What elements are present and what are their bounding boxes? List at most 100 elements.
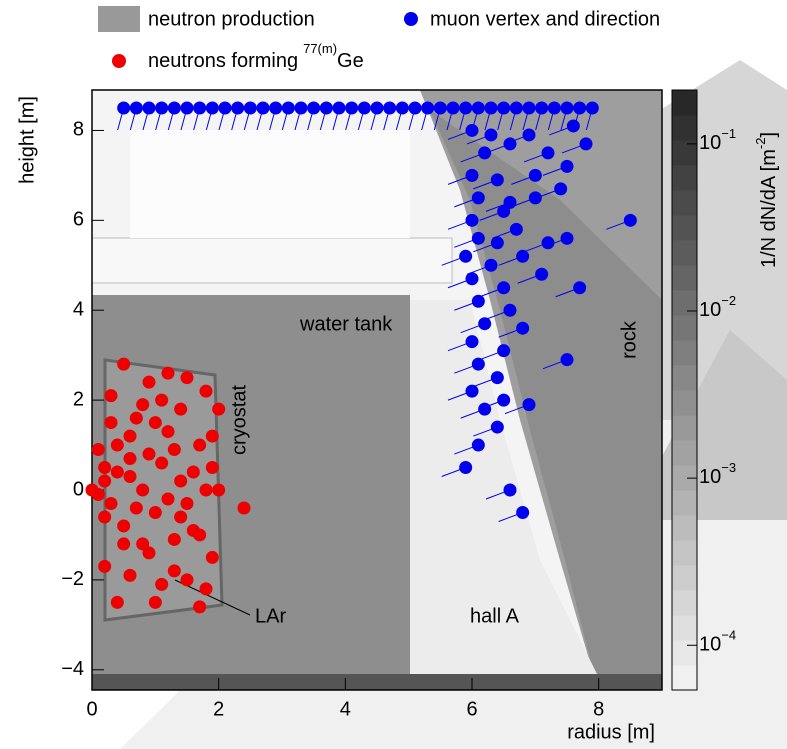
tick-base: 10 (699, 132, 721, 154)
muon-point (332, 101, 346, 115)
muon-point (566, 119, 580, 133)
muon-point (503, 483, 517, 497)
tick-base: 10 (699, 299, 721, 321)
label-part: neutrons forming (148, 50, 298, 72)
x-tick-label: 6 (466, 698, 477, 720)
colorbar-tick-label: 10−1 (699, 126, 736, 154)
y-tick-label: 0 (73, 478, 84, 500)
muon-point (465, 123, 479, 137)
muon-point (503, 137, 517, 151)
annotation: cryostat (228, 385, 250, 455)
muon-point (281, 101, 295, 115)
muon-point (560, 101, 574, 115)
muon-point (522, 101, 536, 115)
y-tick-label: 2 (73, 388, 84, 410)
muon-point (490, 371, 504, 385)
muon-point (497, 393, 511, 407)
colorbar: 10−110−210−310−4 (671, 89, 736, 691)
tick-exp: −2 (721, 293, 736, 308)
x-tick-label: 4 (340, 698, 351, 720)
neutron-point (98, 559, 112, 573)
muon-point (465, 168, 479, 182)
plot-frame (91, 89, 663, 691)
colorbar-band (672, 165, 697, 191)
neutron-point (123, 429, 137, 443)
muon-point (421, 101, 435, 115)
muon-point (516, 321, 530, 335)
colorbar-band (672, 365, 697, 391)
muon-point (459, 461, 473, 475)
colorbar-band (672, 290, 697, 316)
muon-point (117, 101, 131, 115)
muon-point (471, 231, 485, 245)
muon-point (585, 101, 599, 115)
muon-point (471, 294, 485, 308)
neutron-point (161, 492, 175, 506)
neutron-point (123, 452, 137, 466)
muon-point (205, 101, 219, 115)
colorbar-frame (671, 89, 698, 691)
annotation: hall A (470, 605, 520, 627)
neutron-point (142, 447, 156, 461)
neutron-point (193, 600, 207, 614)
muon-point (484, 258, 498, 272)
tick-base: 10 (699, 466, 721, 488)
muon-point (503, 303, 517, 317)
muon-point (243, 101, 257, 115)
neutron-point (161, 366, 175, 380)
muon-point (193, 101, 207, 115)
neutron-point (136, 398, 150, 412)
muon-point (269, 101, 283, 115)
muon-point (256, 101, 270, 115)
neutron-point (174, 402, 188, 416)
muon-point (459, 101, 473, 115)
colorbar-band (672, 440, 697, 466)
colorbar-tick-label: 10−3 (699, 461, 736, 489)
neutron-point (123, 568, 137, 582)
heatmap-regions (91, 90, 662, 690)
muon-point (465, 213, 479, 227)
tick-base: 10 (699, 634, 721, 656)
neutron-point (180, 371, 194, 385)
x-tick-label: 0 (86, 698, 97, 720)
colorbar-tick-label: 10−4 (699, 628, 736, 656)
legend: neutron production muon vertex and direc… (98, 6, 660, 72)
colorbar-band (672, 640, 697, 666)
annotation: rock (618, 320, 640, 359)
neutron-point (104, 389, 118, 403)
neutron-point (91, 487, 105, 501)
muon-point (547, 101, 561, 115)
muon-point (516, 505, 530, 519)
neutron-point (117, 357, 131, 371)
muon-point (560, 159, 574, 173)
colorbar-band (672, 190, 697, 216)
muon-point (490, 420, 504, 434)
legend-swatch (98, 6, 140, 32)
neutron-point (193, 438, 207, 452)
muon-point (503, 195, 517, 209)
label-part: Ge (337, 50, 364, 72)
muon-point (535, 267, 549, 281)
neutron-point (193, 528, 207, 542)
colorbar-band (672, 390, 697, 416)
y-tick-label: 6 (73, 209, 84, 231)
neutron-point (110, 465, 124, 479)
neutron-point (199, 384, 213, 398)
neutron-point (212, 483, 226, 497)
neutron-point (98, 461, 112, 475)
neutron-point (155, 456, 169, 470)
muon-point (471, 191, 485, 205)
muon-point (623, 213, 637, 227)
muon-point (528, 168, 542, 182)
y-tick-label: 4 (73, 299, 84, 321)
neutron-point (155, 393, 169, 407)
colorbar-band (672, 590, 697, 616)
annotation: LAr (255, 605, 286, 627)
muon-point (357, 101, 371, 115)
colorbar-band (672, 515, 697, 541)
legend-label: neutron production (148, 8, 315, 30)
neutron-point (110, 438, 124, 452)
colorbar-band (672, 340, 697, 366)
neutron-point (136, 537, 150, 551)
